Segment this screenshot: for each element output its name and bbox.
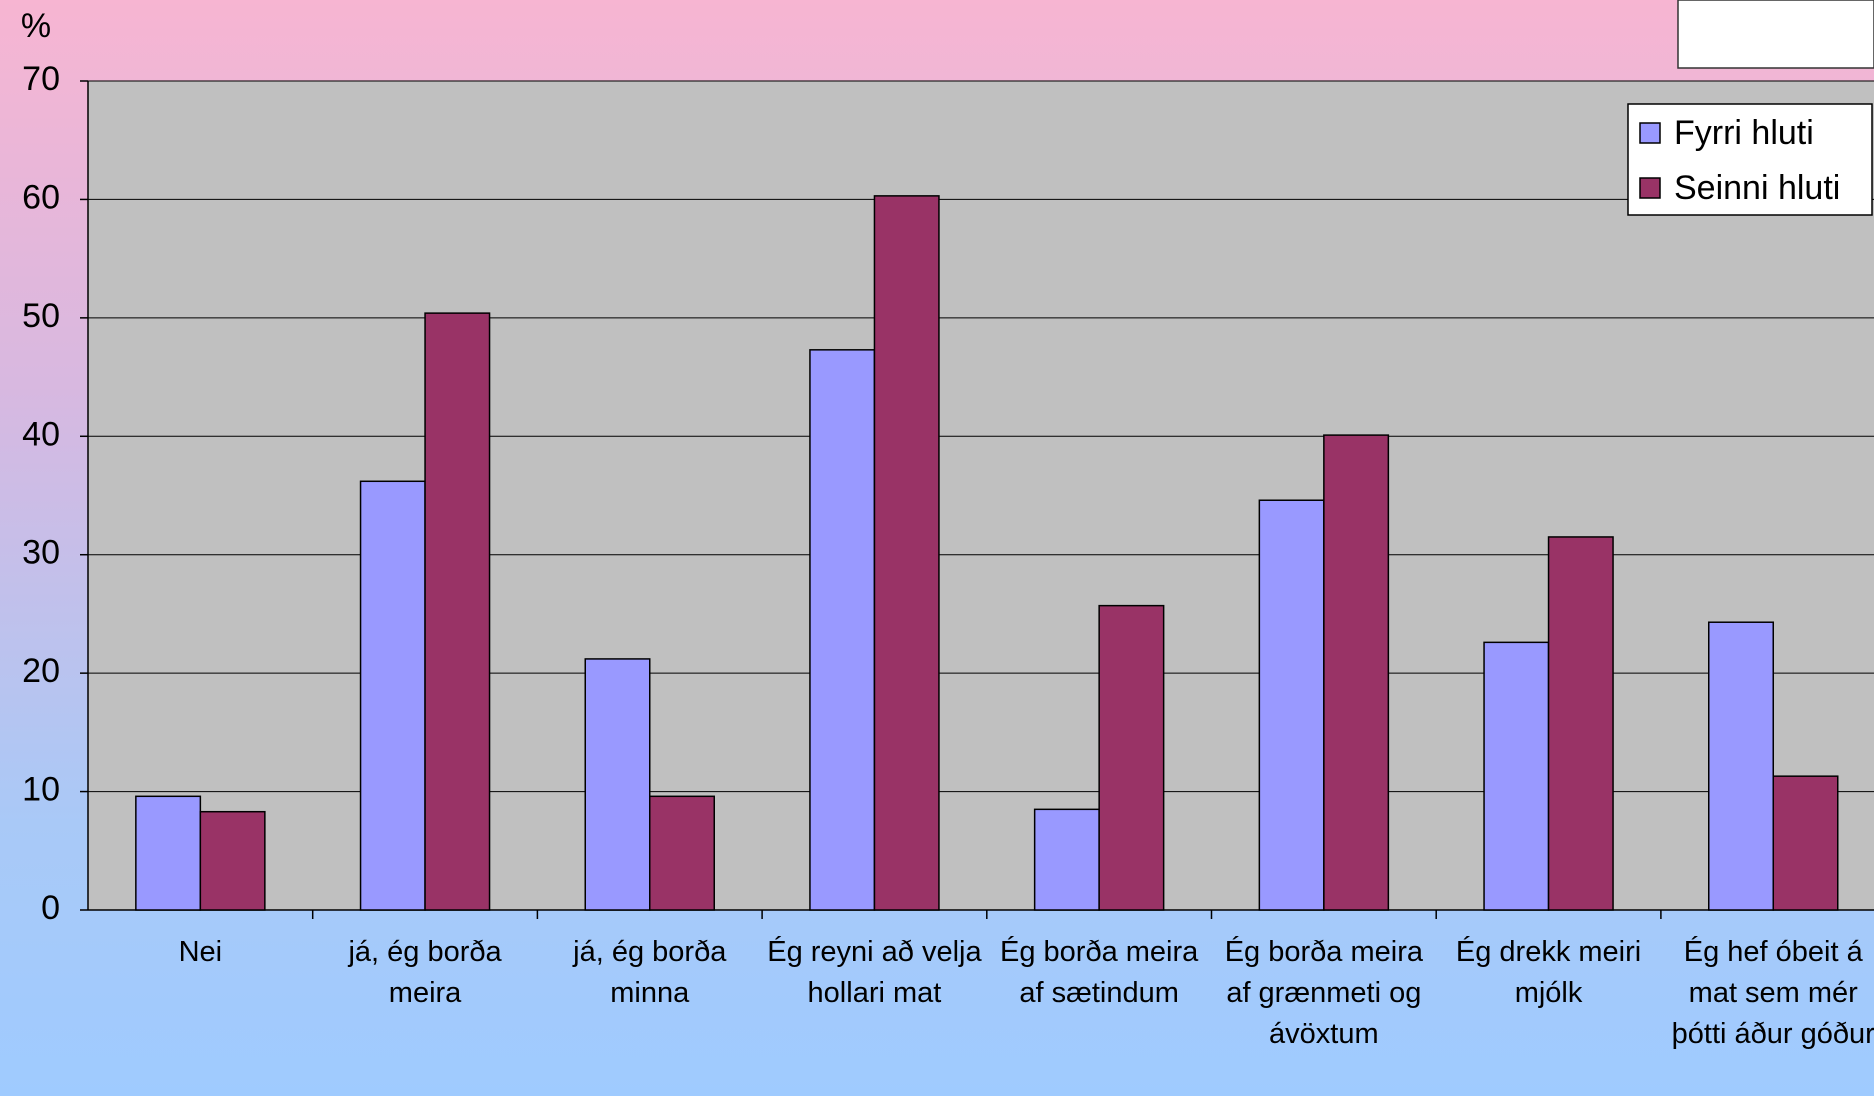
bar bbox=[1483, 641, 1550, 911]
y-tick-label: 60 bbox=[22, 178, 60, 216]
bar bbox=[649, 795, 715, 911]
x-tick-label: Ég hef óbeit á mat sem mér þótti áður gó… bbox=[1671, 936, 1874, 1050]
x-tick-label: Ég drekk meiri mjólk bbox=[1455, 936, 1642, 1009]
y-tick-label: 40 bbox=[22, 415, 60, 453]
legend-label: Seinni hluti bbox=[1674, 169, 1840, 207]
y-tick-label: 20 bbox=[22, 652, 60, 690]
bar bbox=[1258, 499, 1325, 911]
bar bbox=[1323, 434, 1390, 911]
bar bbox=[809, 349, 876, 911]
bar bbox=[424, 312, 491, 911]
y-tick-label: 10 bbox=[22, 771, 60, 809]
x-tick-label: Ég borða meira af grænmeti og ávöxtum bbox=[1224, 936, 1423, 1050]
bar bbox=[1708, 621, 1774, 911]
x-tick-label: Nei bbox=[178, 936, 223, 968]
bar bbox=[1033, 808, 1100, 911]
bar bbox=[1547, 536, 1614, 911]
y-tick-label: 70 bbox=[22, 60, 60, 98]
bar bbox=[135, 795, 202, 911]
legend-swatch bbox=[1639, 177, 1661, 199]
bar bbox=[1772, 775, 1839, 911]
x-tick-label: Ég reyni að velja hollari mat bbox=[767, 936, 982, 1009]
x-tick-label: já, ég borða meira bbox=[348, 936, 502, 1009]
bar bbox=[1098, 604, 1165, 911]
y-tick-label: 0 bbox=[41, 889, 60, 927]
bar bbox=[199, 810, 266, 911]
legend-box bbox=[1627, 103, 1873, 216]
legend-label: Fyrri hluti bbox=[1674, 114, 1814, 152]
bar bbox=[359, 480, 426, 911]
x-tick-label: Ég borða meira af sætindum bbox=[1000, 936, 1199, 1009]
bar bbox=[873, 195, 940, 911]
y-tick-label: 50 bbox=[22, 297, 60, 335]
legend-swatch bbox=[1639, 122, 1661, 144]
y-tick-label: 30 bbox=[22, 534, 60, 572]
y-axis-label: % bbox=[21, 7, 51, 45]
corner-image bbox=[1677, 0, 1874, 69]
x-tick-label: já, ég borða minna bbox=[573, 936, 727, 1009]
bar bbox=[584, 658, 651, 911]
